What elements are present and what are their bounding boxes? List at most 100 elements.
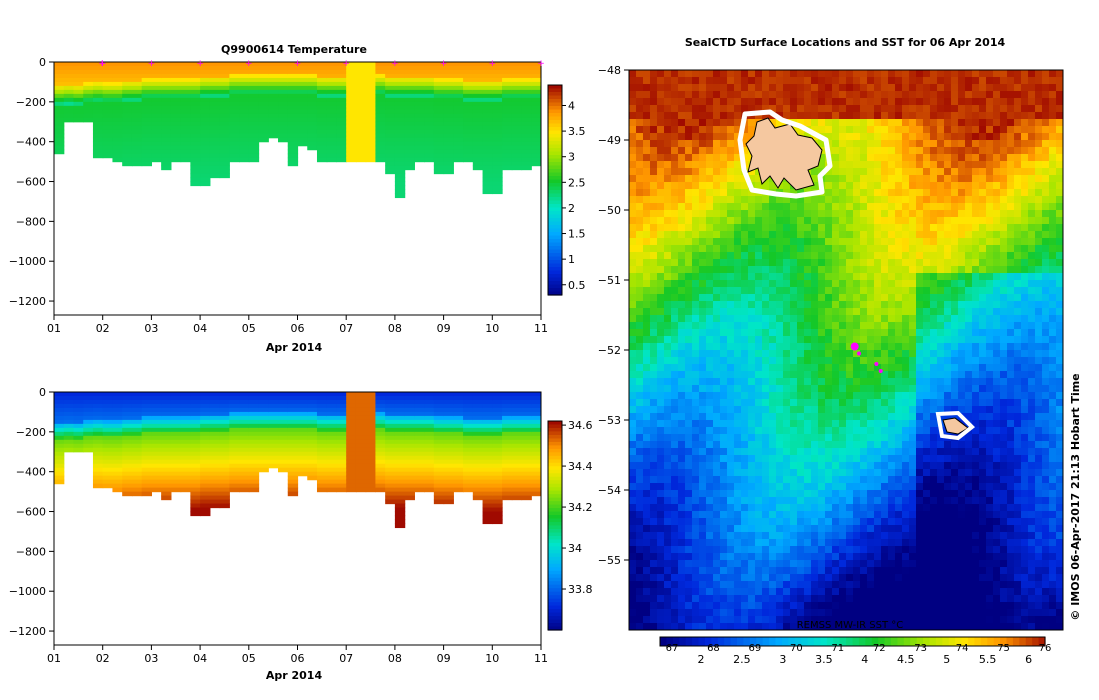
sal-cell — [131, 455, 143, 461]
temp-cell — [463, 77, 474, 83]
sst-cell — [678, 224, 686, 232]
temp-cell — [365, 65, 377, 71]
sst-cell — [804, 231, 812, 239]
sst-cell — [713, 119, 721, 127]
temp-cell — [326, 69, 338, 75]
sal-cell — [346, 427, 357, 433]
sal-cell — [180, 392, 191, 397]
sal-cell — [122, 487, 133, 493]
sst-cell — [832, 301, 840, 309]
sst-cell — [895, 287, 903, 295]
sal-cell — [502, 471, 513, 477]
temp-cell — [463, 97, 474, 103]
sst-cell — [958, 140, 966, 148]
sst-cell — [671, 161, 679, 169]
sal-cell — [287, 427, 299, 433]
sst-cell — [720, 112, 728, 120]
sst-cell — [916, 266, 924, 274]
temp-cell — [443, 125, 454, 131]
temp-cell — [141, 129, 152, 135]
sst-cell — [1049, 154, 1057, 162]
temp-cell — [200, 165, 211, 171]
sal-cell — [287, 471, 299, 477]
sal-cell — [316, 423, 328, 429]
sst-cell — [937, 217, 945, 225]
sal-cell — [463, 471, 474, 477]
sst-cell — [678, 238, 686, 246]
sst-cell — [650, 224, 658, 232]
temp-cell — [180, 153, 191, 159]
sst-cell — [1056, 147, 1063, 155]
sst-cell — [790, 245, 798, 253]
salinity-xtick-label: 10 — [485, 652, 499, 665]
sal-cell — [346, 443, 357, 449]
sst-cell — [657, 126, 665, 134]
temp-cell — [141, 101, 152, 107]
sst-cell — [832, 203, 840, 211]
sal-cell — [424, 447, 435, 453]
sst-cell — [909, 168, 917, 176]
temp-cell — [404, 129, 415, 135]
sal-cell — [83, 431, 94, 437]
sst-cell — [825, 259, 833, 267]
sst-cell — [944, 210, 952, 218]
sal-cell — [209, 491, 221, 497]
sst-cell — [867, 182, 875, 190]
sst-cell — [671, 231, 679, 239]
temp-cell — [219, 89, 230, 95]
sst-cell — [755, 301, 763, 309]
temp-cell — [472, 81, 484, 87]
sal-cell — [482, 455, 493, 461]
temp-cell — [190, 145, 201, 151]
temp-cell — [170, 133, 182, 139]
temp-cell — [316, 97, 328, 103]
temp-cell — [414, 85, 425, 91]
sst-cell — [902, 210, 910, 218]
sst-cell — [762, 217, 770, 225]
sst-cell — [1035, 84, 1043, 92]
temp-cell — [346, 97, 357, 103]
sst-cell — [818, 231, 826, 239]
sst-cell — [902, 168, 910, 176]
sst-cell — [790, 112, 798, 120]
temp-cell — [375, 121, 386, 127]
sal-cell — [54, 479, 65, 485]
sal-cell — [511, 491, 523, 497]
temp-cell — [316, 121, 328, 127]
temp-cell — [258, 89, 269, 95]
sst-cell — [986, 126, 994, 134]
sst-cell — [958, 273, 966, 281]
sst-cell — [965, 238, 973, 246]
sal-cell — [365, 407, 377, 413]
temp-cell — [102, 69, 114, 75]
temp-cell — [511, 97, 523, 103]
temp-cell — [385, 77, 396, 83]
sal-cell — [521, 427, 532, 433]
temp-cell — [463, 149, 474, 155]
sst-cell — [944, 315, 952, 323]
temp-cell — [83, 77, 94, 83]
sal-cell — [219, 451, 230, 457]
sst-cell — [671, 126, 679, 134]
sal-cell — [521, 471, 532, 477]
sst-cell — [902, 231, 910, 239]
sal-cell — [326, 403, 338, 409]
sst-cell — [993, 112, 1001, 120]
sst-cell — [636, 217, 644, 225]
temp-cell — [278, 97, 289, 103]
sal-cell — [472, 392, 484, 397]
sal-cell — [268, 392, 279, 397]
sal-cell — [190, 483, 201, 489]
sst-cell — [783, 91, 791, 99]
temp-cell — [92, 93, 104, 99]
sst-cell — [811, 126, 819, 134]
temp-cell — [453, 65, 464, 71]
sst-cell — [853, 119, 861, 127]
sst-cell — [1014, 84, 1022, 92]
sst-cell — [1028, 287, 1036, 295]
sst-cell — [755, 70, 763, 78]
sal-cell — [424, 423, 435, 429]
temp-cell — [404, 161, 415, 167]
temp-cell — [190, 181, 201, 187]
sal-cell — [239, 395, 250, 401]
